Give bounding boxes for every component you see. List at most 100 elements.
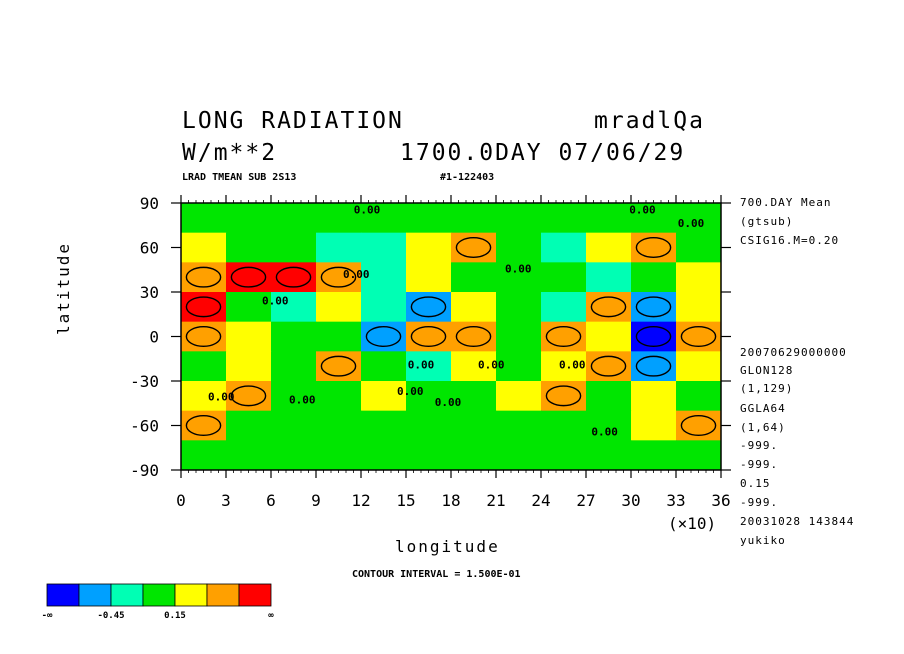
colorbar-label: ∞ [268, 611, 274, 621]
heatmap-cell [406, 410, 452, 441]
colorbar-swatch [46, 583, 80, 607]
contour-line [635, 355, 672, 377]
heatmap-cell [226, 203, 272, 234]
heatmap-cell [496, 232, 542, 263]
chart-subtitle: LRAD TMEAN SUB 2S13 [182, 172, 297, 183]
heatmap-cell [631, 410, 677, 441]
side-info-line: GLON128 [740, 364, 794, 377]
heatmap-cell [586, 410, 632, 441]
heatmap-cell [586, 232, 632, 263]
time-label: 1700.0DAY 07/06/29 [400, 140, 686, 166]
contour-label: 0.00 [559, 359, 586, 372]
x-tick-label: 24 [531, 491, 550, 510]
contour-label: 0.00 [408, 359, 435, 372]
side-info-line: -999. [740, 439, 779, 452]
contour-label: 0.00 [354, 204, 381, 217]
side-info-line: -999. [740, 458, 779, 471]
heatmap-cell [541, 232, 587, 263]
heatmap-cell [226, 410, 272, 441]
x-axis-label: longitude [395, 537, 500, 556]
heatmap-cell [676, 232, 722, 263]
contour-line [185, 415, 222, 436]
y-tick-label: 0 [149, 328, 159, 347]
x-tick-label: 30 [621, 491, 640, 510]
heatmap-cell [586, 440, 632, 471]
heatmap-cell [496, 381, 542, 412]
heatmap-cell [361, 262, 407, 293]
heatmap-cell [631, 440, 677, 471]
colorbar-swatch [78, 583, 112, 607]
x-tick-label: 12 [351, 491, 370, 510]
heatmap-cell [406, 381, 452, 412]
contour-line [410, 296, 447, 318]
side-info-line: (1,64) [740, 421, 786, 434]
colorbar-swatch [142, 583, 176, 607]
heatmap-cell [631, 381, 677, 412]
heatmap-cell [271, 292, 317, 323]
y-tick-label: -30 [130, 372, 159, 391]
contour-label: 0.00 [289, 393, 316, 406]
heatmap-cell [541, 262, 587, 293]
side-info-line: CSIG16.M=0.20 [740, 234, 840, 247]
heatmap-cell [181, 440, 227, 471]
heatmap-cell [586, 262, 632, 293]
heatmap-cell [361, 351, 407, 382]
contour-line [545, 326, 582, 347]
heatmap-cell [406, 440, 452, 471]
heatmap-cell [451, 262, 497, 293]
x-tick-label: 0 [176, 491, 186, 510]
heatmap-cell [361, 440, 407, 471]
heatmap-cell [361, 232, 407, 263]
heatmap-cell [361, 203, 407, 234]
side-info-line: yukiko [740, 534, 786, 547]
heatmap-cell [316, 410, 362, 441]
heatmap-cell [316, 321, 362, 352]
x-tick-label: 21 [486, 491, 505, 510]
contour-line [635, 237, 672, 258]
heatmap-cell [451, 440, 497, 471]
heatmap-cell [541, 410, 587, 441]
contour-line [275, 266, 312, 288]
heatmap-cell [676, 440, 722, 471]
heatmap-cell [181, 203, 227, 234]
heatmap-cell [316, 232, 362, 263]
heatmap-cell [361, 410, 407, 441]
heatmap-cell [316, 292, 362, 323]
heatmap-cell [226, 321, 272, 352]
heatmap-cell [271, 203, 317, 234]
units-label: W/m**2 [182, 140, 278, 166]
contour-label: 0.00 [397, 385, 424, 398]
heatmap-cell [271, 440, 317, 471]
heatmap-cell [496, 321, 542, 352]
colorbar-label: -0.45 [97, 611, 124, 621]
heatmap-cell [496, 292, 542, 323]
heatmap-cell [451, 203, 497, 234]
heatmap-cell [316, 440, 362, 471]
heatmap-cell [496, 203, 542, 234]
heatmap-cell [181, 381, 227, 412]
heatmap-cell [451, 410, 497, 441]
contour-label: 0.00 [208, 391, 235, 404]
contour-line [545, 385, 582, 407]
x-tick-label: 36 [711, 491, 730, 510]
contour-line [185, 326, 222, 347]
contour-line [230, 385, 267, 407]
contour-line [410, 326, 447, 347]
heatmap-cell [451, 351, 497, 382]
heatmap-cell [316, 203, 362, 234]
x-tick-label: 6 [266, 491, 276, 510]
heatmap-cell [271, 232, 317, 263]
heatmap-cell [406, 232, 452, 263]
side-info-line: 20070629000000 [740, 346, 847, 359]
contour-line [365, 326, 402, 347]
heatmap-cell [676, 203, 722, 234]
colorbar-swatch [110, 583, 144, 607]
x-tick-label: 3 [221, 491, 231, 510]
contour-line [455, 237, 492, 258]
colorbar-swatch [174, 583, 208, 607]
heatmap-cell [541, 351, 587, 382]
side-info-line: GGLA64 [740, 402, 786, 415]
heatmap-cell [631, 203, 677, 234]
heatmap-cell [361, 292, 407, 323]
